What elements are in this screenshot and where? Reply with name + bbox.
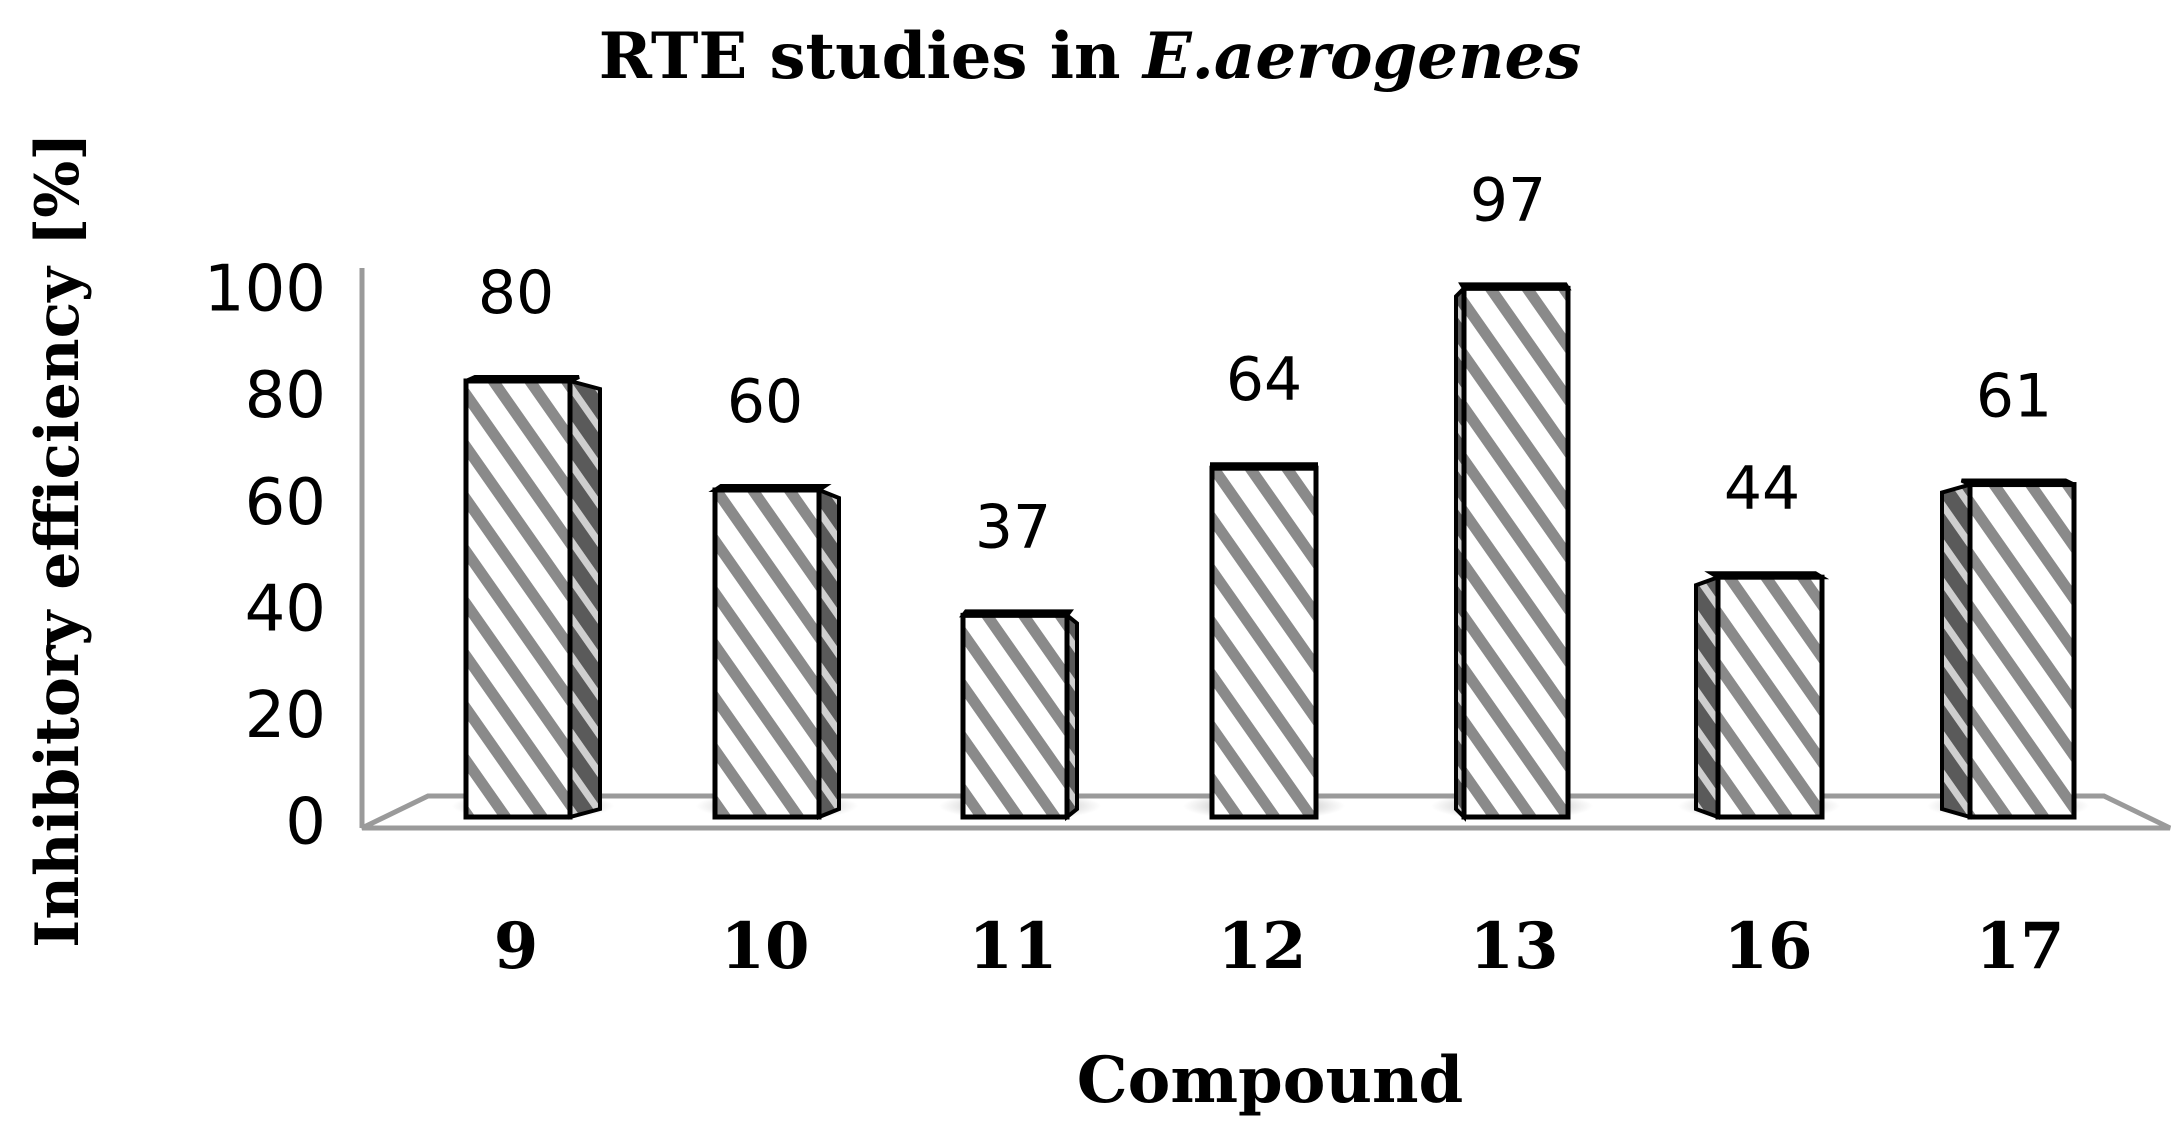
x-tick-label: 11 [968, 909, 1057, 984]
y-tick-label: 100 [204, 253, 326, 327]
chart-title-main: RTE studies in [599, 19, 1143, 94]
y-tick-label: 20 [245, 679, 326, 753]
y-tick-labels: 0 20 40 60 80 100 [204, 253, 326, 860]
data-labels: 80 60 37 64 97 44 61 [478, 165, 2052, 562]
bar-side [817, 487, 841, 820]
bar-side [568, 378, 602, 820]
x-tick-labels: 9 10 11 12 13 16 17 [494, 909, 2065, 984]
x-tick-label: 13 [1469, 909, 1558, 984]
data-label: 44 [1724, 454, 1800, 524]
chart-title: RTE studies in E.aerogenes [599, 19, 1582, 94]
y-tick-label: 0 [285, 786, 326, 860]
y-tick-label: 60 [245, 466, 326, 540]
data-label: 37 [975, 492, 1051, 562]
data-label: 97 [1470, 165, 1546, 235]
bar [960, 612, 1070, 820]
bar [463, 378, 573, 820]
bar [1967, 482, 2077, 820]
bar [1715, 574, 1825, 820]
bar-side [1940, 481, 1972, 820]
bars [451, 282, 2090, 822]
data-label: 61 [1976, 362, 2052, 432]
bar [1209, 465, 1319, 820]
y-tick-label: 40 [245, 572, 326, 646]
data-label: 80 [478, 258, 554, 328]
data-label: 64 [1226, 345, 1302, 415]
x-tick-label: 10 [720, 909, 809, 984]
x-axis-label: Compound [1077, 1043, 1464, 1118]
x-tick-label: 17 [1975, 909, 2064, 984]
bar [1461, 285, 1571, 820]
x-tick-label: 12 [1217, 909, 1306, 984]
y-axis-label: Inhibitory efficiency [%] [23, 132, 93, 947]
bar [712, 487, 822, 820]
bar-side [1694, 574, 1720, 820]
y-tick-label: 80 [245, 359, 326, 433]
x-tick-label: 16 [1723, 909, 1812, 984]
chart-title-italic: E.aerogenes [1141, 19, 1581, 94]
x-tick-label: 9 [494, 909, 539, 984]
data-label: 60 [727, 367, 803, 437]
